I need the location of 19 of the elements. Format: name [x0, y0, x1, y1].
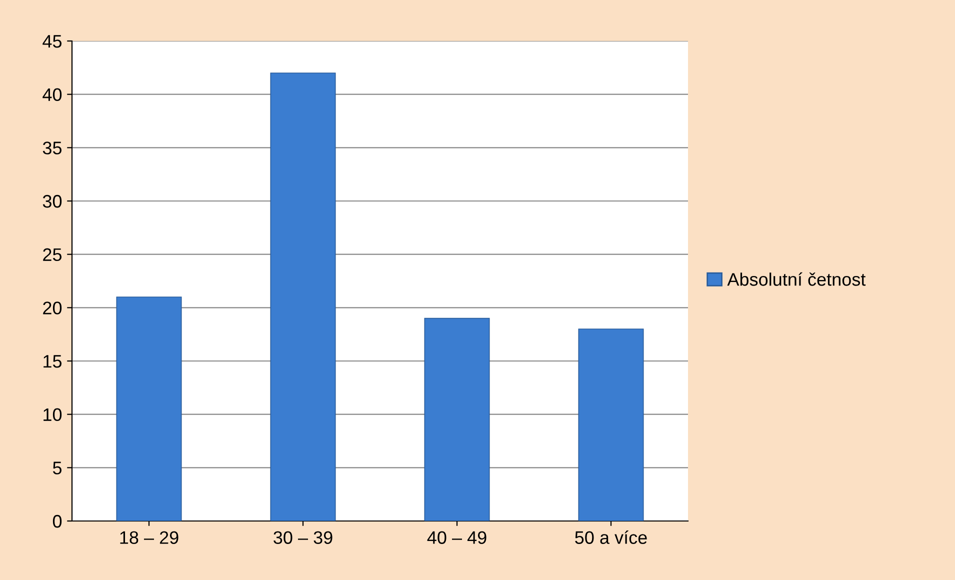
y-tick-label: 20: [43, 302, 62, 314]
y-tick-label: 40: [42, 88, 62, 102]
y-tick-label: 45: [42, 35, 62, 48]
x-tick-label: 18 – 29: [120, 531, 178, 544]
x-tick-label: 50 a více: [575, 530, 647, 544]
x-tick-label: 30 – 39: [274, 531, 332, 544]
bar: [578, 328, 644, 521]
x-tick-label: 40 – 49: [427, 531, 486, 544]
y-tick-label: 25: [43, 248, 62, 262]
y-tick-label: 5: [52, 462, 62, 474]
bar: [116, 296, 182, 521]
y-tick-label: 0: [52, 514, 62, 528]
y-tick-label: 30: [42, 194, 62, 208]
y-tick-label: 10: [44, 408, 62, 422]
y-tick-label: 35: [42, 142, 62, 154]
y-tick-label: 15: [44, 355, 62, 368]
bar: [424, 318, 490, 521]
bar: [270, 72, 336, 521]
legend-label: Absolutní četnost: [727, 272, 866, 286]
